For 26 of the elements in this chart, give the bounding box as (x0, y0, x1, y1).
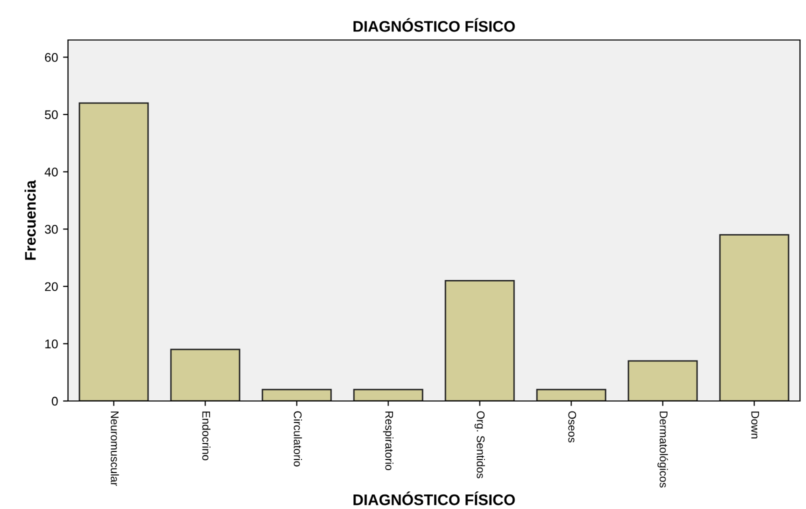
x-tick-label: Endocrino (202, 412, 210, 460)
x-tick-label: Respiratorio (383, 412, 394, 470)
x-tick-label: Org. Sentidos (474, 411, 485, 478)
x-tick-label: Down (751, 412, 760, 438)
x-tick-label: Circulatorio (294, 411, 302, 466)
chart-title: DIAGNÓSTICO FÍSICO (354, 18, 515, 32)
y-tick-label: 20 (45, 282, 58, 292)
y-tick-label: 60 (45, 52, 58, 62)
x-tick-label: Neuromuscular (110, 412, 119, 486)
bar (628, 360, 698, 401)
bar (536, 388, 606, 401)
y-axis-title: Frecuencia (24, 180, 36, 260)
x-tick-label: Dermatológicos (658, 412, 668, 488)
bar (719, 234, 790, 401)
y-tick-label: 30 (44, 224, 58, 234)
y-tick-label: 40 (44, 168, 58, 176)
bar (353, 388, 424, 401)
bar (78, 102, 149, 401)
bar (170, 348, 240, 401)
bar (444, 280, 515, 401)
y-tick-label: 10 (45, 340, 58, 348)
y-tick-label: 0 (52, 396, 58, 406)
x-axis-title: DIAGNÓSTICO FÍSICO (354, 492, 515, 506)
x-tick-label: Oseos (568, 411, 576, 442)
bar (262, 388, 332, 401)
y-tick-label: 50 (44, 110, 58, 120)
